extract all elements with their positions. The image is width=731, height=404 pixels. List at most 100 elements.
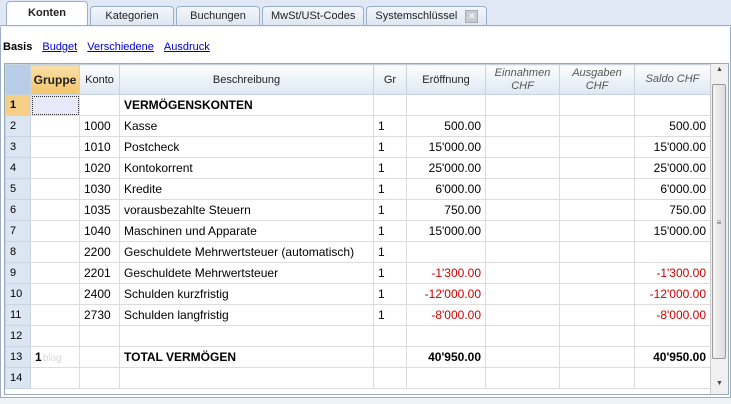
cell-eroeffnung[interactable]: 15'000.00 [406,220,486,242]
cell-eroeffnung[interactable]: -12'000.00 [406,283,486,305]
subview-basis[interactable]: Basis [3,41,33,53]
cell-ausgaben[interactable] [559,346,635,368]
cell-einnahmen[interactable] [485,346,560,368]
cell-saldo[interactable]: -1'300.00 [634,262,711,284]
cell-konto[interactable]: 2200 [79,241,120,263]
tab-mwst-codes[interactable]: MwSt/USt-Codes [262,6,365,25]
cell-gruppe[interactable]: 1blog [30,346,80,368]
cell-einnahmen[interactable] [485,199,560,221]
cell-gr[interactable]: 1 [373,115,407,137]
cell-konto[interactable] [79,325,120,347]
cell-einnahmen[interactable] [485,325,560,347]
cell-gruppe[interactable] [30,220,80,242]
cell-saldo[interactable]: -12'000.00 [634,283,711,305]
cell-gruppe[interactable] [30,325,80,347]
subview-ausdruck[interactable]: Ausdruck [163,41,210,53]
cell-gruppe[interactable] [30,136,80,158]
col-gruppe[interactable]: Gruppe [30,64,80,95]
cell-beschreibung[interactable]: Schulden langfristig [119,304,374,326]
cell-konto[interactable]: 2201 [79,262,120,284]
row-number[interactable]: 4 [5,157,31,179]
scroll-up-icon[interactable]: ▲ [716,66,723,73]
cell-gr[interactable] [373,325,407,347]
cell-ausgaben[interactable] [559,262,635,284]
cell-konto[interactable] [79,367,120,389]
cell-saldo[interactable] [634,367,711,389]
cell-einnahmen[interactable] [485,283,560,305]
tab-buchungen[interactable]: Buchungen [176,6,260,25]
cell-eroeffnung[interactable]: 750.00 [406,199,486,221]
cell-gr[interactable]: 1 [373,157,407,179]
cell-einnahmen[interactable] [485,157,560,179]
cell-gruppe[interactable] [30,115,80,137]
cell-saldo[interactable]: 25'000.00 [634,157,711,179]
cell-konto[interactable]: 1030 [79,178,120,200]
cell-gr[interactable]: 1 [373,136,407,158]
cell-gr[interactable]: 1 [373,178,407,200]
cell-einnahmen[interactable] [485,178,560,200]
row-number[interactable]: 13 [5,346,31,368]
cell-saldo[interactable]: 40'950.00 [634,346,711,368]
col-beschreibung[interactable]: Beschreibung [119,64,374,95]
tab-systemschluessel[interactable]: Systemschlüssel ✕ [366,6,488,25]
cell-beschreibung[interactable] [119,325,374,347]
cell-einnahmen[interactable] [485,94,560,116]
cell-saldo[interactable]: 500.00 [634,115,711,137]
cell-beschreibung[interactable]: TOTAL VERMÖGEN [119,346,374,368]
col-saldo[interactable]: Saldo CHF [634,64,711,95]
row-number[interactable]: 12 [5,325,31,347]
cell-ausgaben[interactable] [559,304,635,326]
cell-einnahmen[interactable] [485,115,560,137]
row-number[interactable]: 2 [5,115,31,137]
cell-ausgaben[interactable] [559,199,635,221]
cell-konto[interactable]: 1035 [79,199,120,221]
cell-beschreibung[interactable]: Kontokorrent [119,157,374,179]
tab-kategorien[interactable]: Kategorien [90,6,174,25]
subview-verschiedene[interactable]: Verschiedene [87,41,154,53]
scrollbar-thumb[interactable]: ≡ [712,84,726,359]
cell-gr[interactable]: 1 [373,199,407,221]
cell-ausgaben[interactable] [559,220,635,242]
cell-gruppe[interactable] [30,241,80,263]
cell-saldo[interactable]: 750.00 [634,199,711,221]
cell-eroeffnung[interactable] [406,241,486,263]
cell-gr[interactable] [373,367,407,389]
cell-gr[interactable]: 1 [373,220,407,242]
corner-cell[interactable] [5,64,31,95]
cell-eroeffnung[interactable]: 15'000.00 [406,136,486,158]
cell-konto[interactable]: 2400 [79,283,120,305]
tab-konten[interactable]: Konten [6,1,88,25]
cell-gr[interactable] [373,346,407,368]
cell-einnahmen[interactable] [485,136,560,158]
cell-eroeffnung[interactable]: 25'000.00 [406,157,486,179]
vertical-scrollbar[interactable]: ▲ ≡ ▼ [710,64,728,394]
row-number[interactable]: 6 [5,199,31,221]
col-konto[interactable]: Konto [79,64,120,95]
cell-beschreibung[interactable]: Maschinen und Apparate [119,220,374,242]
cell-gr[interactable]: 1 [373,304,407,326]
row-number[interactable]: 7 [5,220,31,242]
cell-eroeffnung[interactable] [406,325,486,347]
close-tab-icon[interactable]: ✕ [465,9,479,23]
cell-ausgaben[interactable] [559,178,635,200]
cell-saldo[interactable]: -8'000.00 [634,304,711,326]
cell-gruppe[interactable] [30,157,80,179]
col-gr[interactable]: Gr [373,64,407,95]
cell-konto[interactable] [79,94,120,116]
cell-gruppe[interactable] [30,304,80,326]
row-number[interactable]: 11 [5,304,31,326]
row-number[interactable]: 14 [5,367,31,389]
cell-eroeffnung[interactable] [406,367,486,389]
cell-beschreibung[interactable]: Geschuldete Mehrwertsteuer [119,262,374,284]
cell-eroeffnung[interactable]: 6'000.00 [406,178,486,200]
cell-konto[interactable]: 1010 [79,136,120,158]
cell-saldo[interactable] [634,325,711,347]
cell-eroeffnung[interactable] [406,94,486,116]
cell-konto[interactable] [79,346,120,368]
cell-beschreibung[interactable]: Kredite [119,178,374,200]
cell-saldo[interactable]: 15'000.00 [634,136,711,158]
col-einnahmen[interactable]: Einnahmen CHF [485,64,560,95]
cell-einnahmen[interactable] [485,220,560,242]
cell-eroeffnung[interactable]: 40'950.00 [406,346,486,368]
cell-saldo[interactable]: 6'000.00 [634,178,711,200]
